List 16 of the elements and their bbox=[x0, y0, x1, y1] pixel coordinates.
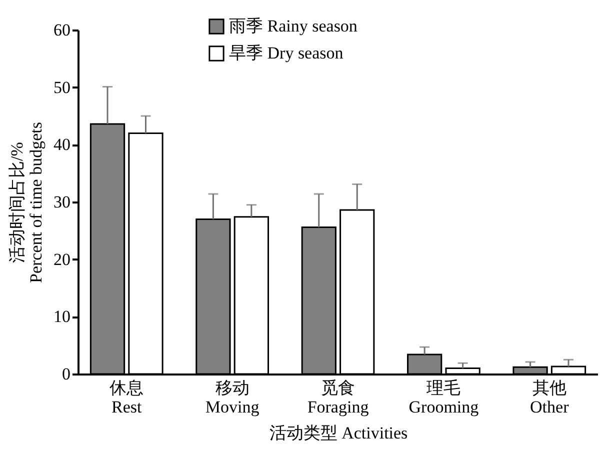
x-tick-label: 理毛 Grooming bbox=[408, 378, 480, 416]
y-tick-label: 50 bbox=[54, 78, 70, 97]
legend-label: 雨季 Rainy season bbox=[229, 16, 358, 36]
y-tick-label: 30 bbox=[54, 192, 70, 212]
y-tick-label: 60 bbox=[54, 20, 70, 40]
y-tick-label: 0 bbox=[62, 364, 70, 384]
x-axis-title: 活动类型 Activities bbox=[269, 424, 408, 442]
x-tick-label: 移动 Moving bbox=[205, 378, 260, 416]
x-tick-label: 休息 Rest bbox=[110, 378, 144, 416]
y-tick-label: 20 bbox=[54, 250, 70, 269]
y-tick-label: 10 bbox=[54, 307, 70, 326]
x-tick-label: 其他 Other bbox=[530, 378, 570, 416]
y-tick-label: 40 bbox=[54, 135, 70, 154]
y-axis-title: 活动时间占比/% Percent of time budgets bbox=[8, 122, 46, 283]
legend-label: 旱季 Dry season bbox=[229, 44, 344, 62]
x-tick-label: 觅食 Foraging bbox=[307, 378, 370, 416]
